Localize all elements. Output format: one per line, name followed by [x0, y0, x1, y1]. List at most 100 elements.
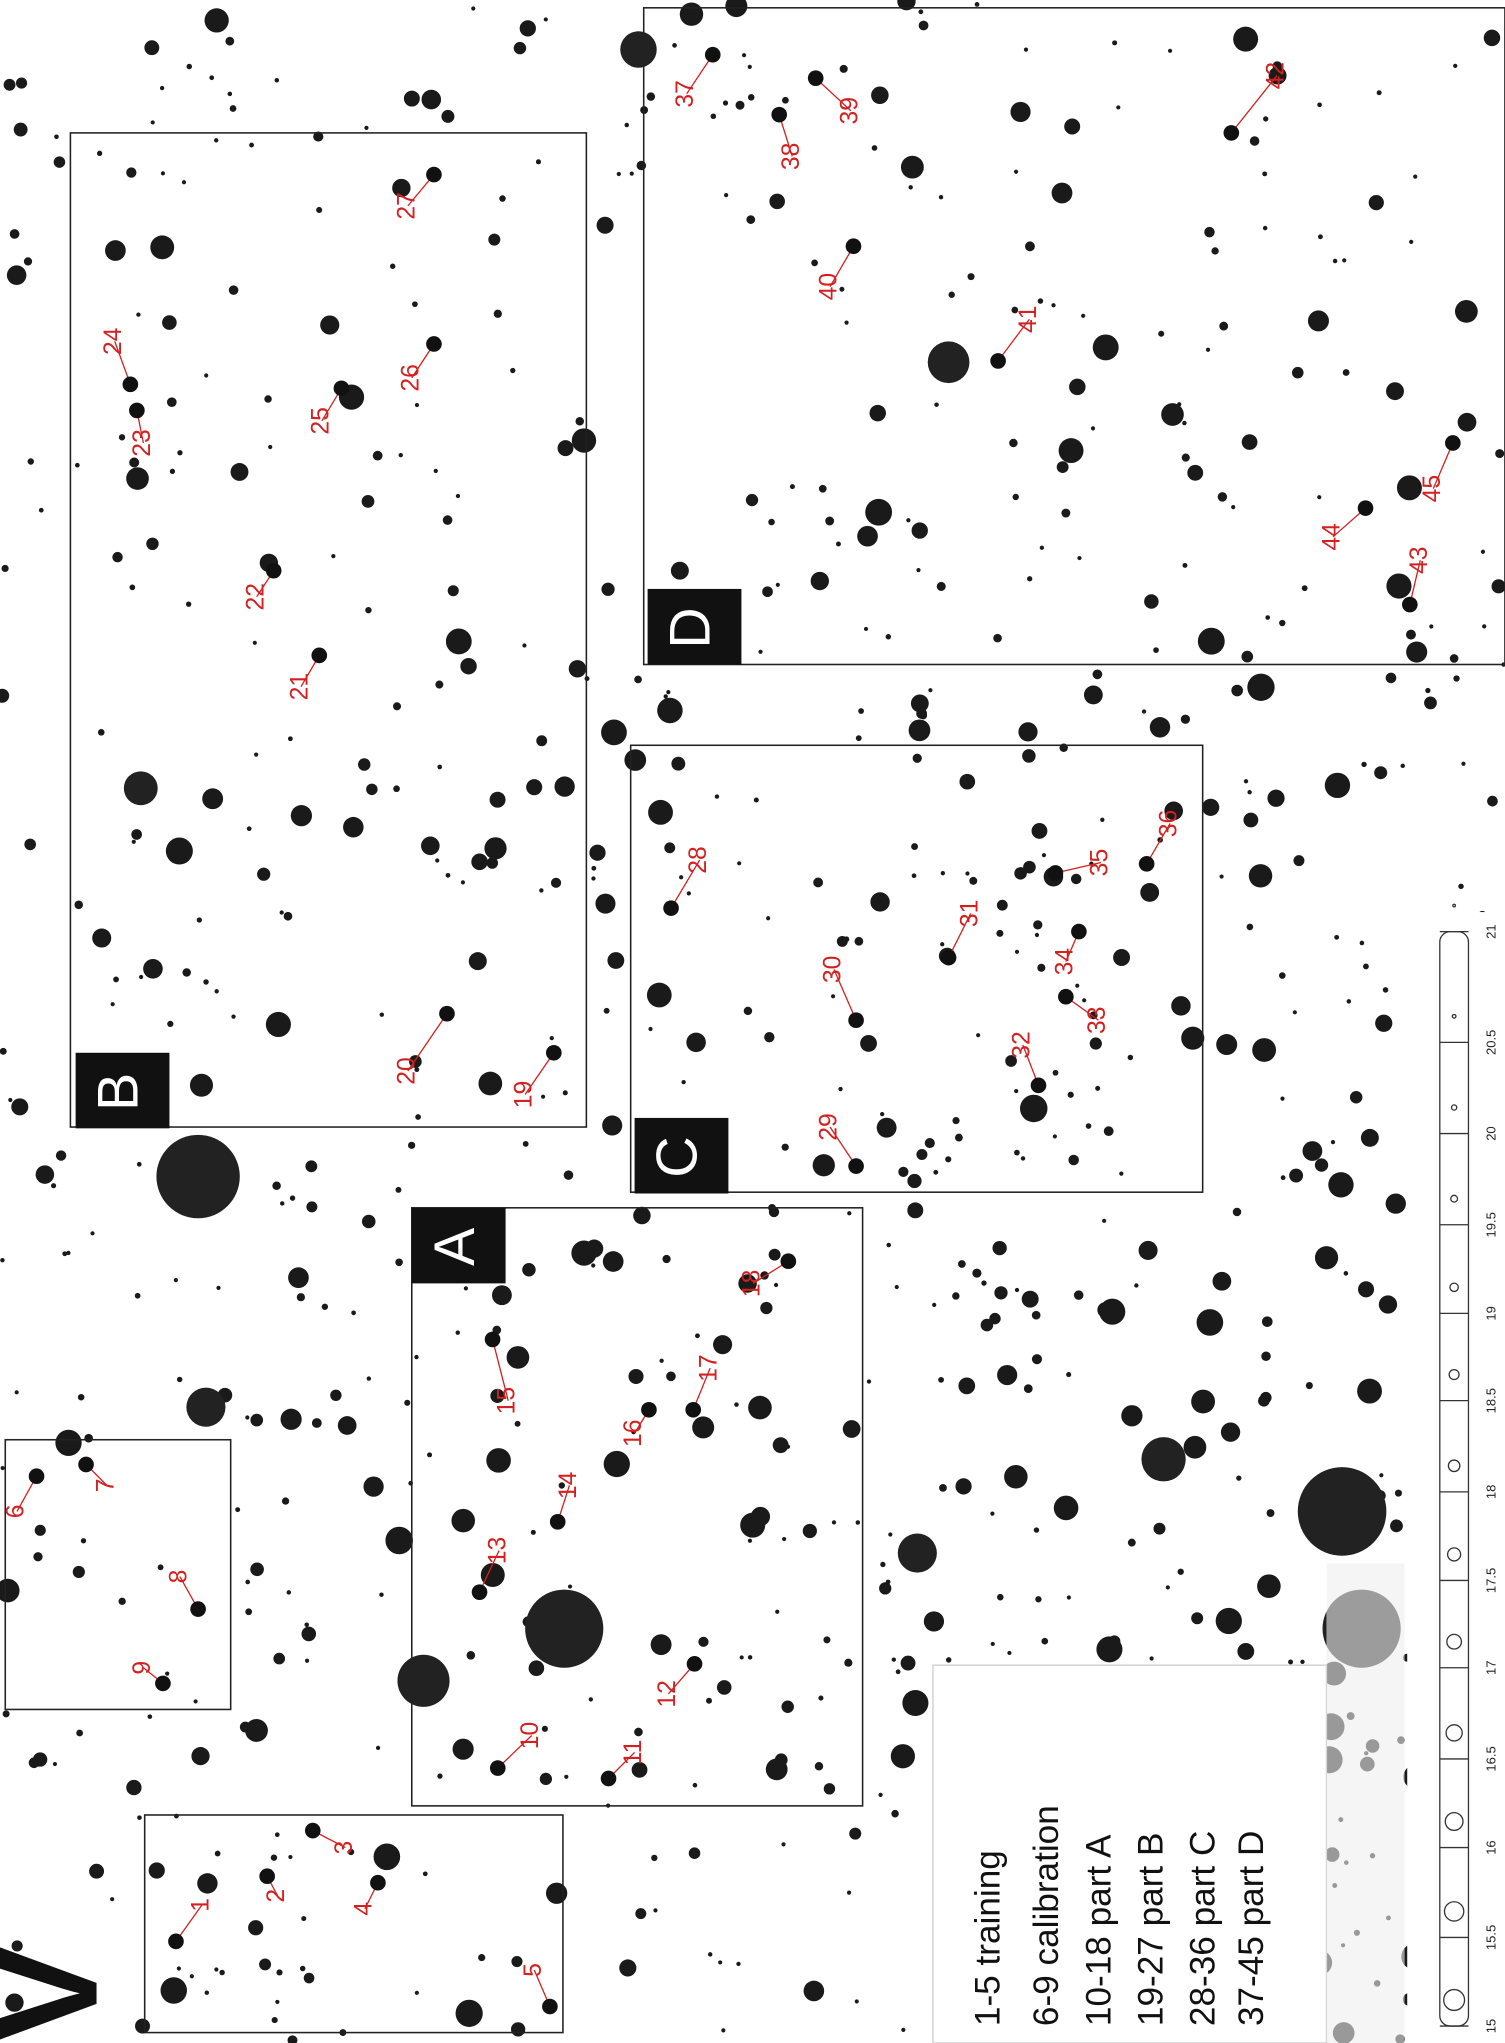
star [28, 458, 34, 464]
star [880, 1112, 884, 1116]
star [448, 585, 459, 596]
star-number: 39 [836, 97, 863, 125]
star [1113, 949, 1130, 966]
star [1247, 790, 1251, 794]
star [56, 1150, 66, 1160]
star-number: 37 [672, 80, 699, 108]
star [601, 719, 627, 745]
target-star [266, 563, 282, 579]
star [4, 79, 16, 91]
star [135, 1293, 141, 1299]
star [182, 180, 186, 184]
star [819, 485, 827, 493]
star [408, 1142, 415, 1149]
star [746, 494, 758, 506]
star [510, 368, 515, 373]
target-star [485, 1332, 501, 1348]
star-number: 9 [129, 1661, 156, 1675]
star [1096, 1636, 1122, 1662]
star [297, 1293, 305, 1301]
star [219, 1970, 224, 1975]
star [1104, 1126, 1114, 1136]
star [662, 1255, 670, 1263]
star [1302, 1141, 1322, 1161]
bright-star [525, 1590, 603, 1668]
star [1066, 1372, 1071, 1377]
star [16, 78, 27, 89]
star [471, 854, 488, 871]
star [898, 1167, 908, 1177]
star-number: 22 [242, 583, 269, 611]
star [1, 1466, 5, 1470]
star [1020, 1095, 1048, 1123]
star-number: 3 [331, 1841, 358, 1855]
star [695, 1333, 700, 1338]
star [1040, 546, 1044, 550]
star [723, 100, 728, 105]
target-star [1445, 435, 1461, 451]
star [259, 1958, 271, 1970]
star [1293, 1010, 1297, 1014]
target-star [1402, 597, 1418, 613]
star [997, 1365, 1017, 1385]
star [1206, 348, 1210, 352]
star [955, 1134, 963, 1142]
bright-star [898, 1534, 937, 1573]
star [245, 1719, 268, 1742]
star [844, 1659, 852, 1667]
star [288, 736, 293, 741]
star [878, 1793, 882, 1797]
star [1484, 30, 1500, 46]
star [657, 698, 682, 723]
star [305, 1659, 309, 1663]
star [1361, 1129, 1379, 1147]
star [972, 1269, 981, 1278]
bright-star [928, 341, 970, 383]
star [1082, 998, 1086, 1002]
star [689, 1035, 697, 1043]
star [247, 826, 252, 831]
star [1168, 49, 1172, 53]
star [1425, 688, 1430, 693]
star [1069, 379, 1085, 395]
scale-label: 19.5 [1483, 1212, 1498, 1237]
star [446, 629, 472, 655]
target-star [771, 107, 787, 123]
star [1265, 615, 1270, 620]
star [8, 1098, 12, 1102]
star [51, 1183, 56, 1188]
target-star [370, 1875, 386, 1891]
star [811, 572, 829, 590]
star [1247, 674, 1274, 701]
scale-label: 21 [1483, 924, 1498, 938]
star [1202, 799, 1219, 816]
star [522, 1263, 535, 1276]
star [190, 1974, 194, 1978]
star [1279, 972, 1286, 979]
star [740, 1513, 765, 1538]
star [637, 161, 647, 171]
target-star [1071, 924, 1087, 940]
star [119, 434, 125, 440]
star [981, 1280, 986, 1285]
star [1350, 1091, 1362, 1103]
star [1334, 935, 1339, 940]
star-number: 23 [129, 429, 156, 457]
star [575, 417, 584, 426]
star [924, 1611, 944, 1631]
star [825, 517, 834, 526]
star [768, 519, 775, 526]
star-number: 44 [1318, 523, 1345, 551]
star [146, 538, 158, 550]
star [1267, 790, 1284, 807]
star [569, 660, 586, 677]
star [272, 2017, 278, 2023]
star [803, 1524, 817, 1538]
star [879, 1582, 891, 1594]
star [844, 321, 848, 325]
star [245, 1608, 252, 1615]
star [981, 1319, 994, 1332]
star [320, 315, 339, 334]
star [284, 912, 293, 921]
star [1077, 556, 1081, 560]
